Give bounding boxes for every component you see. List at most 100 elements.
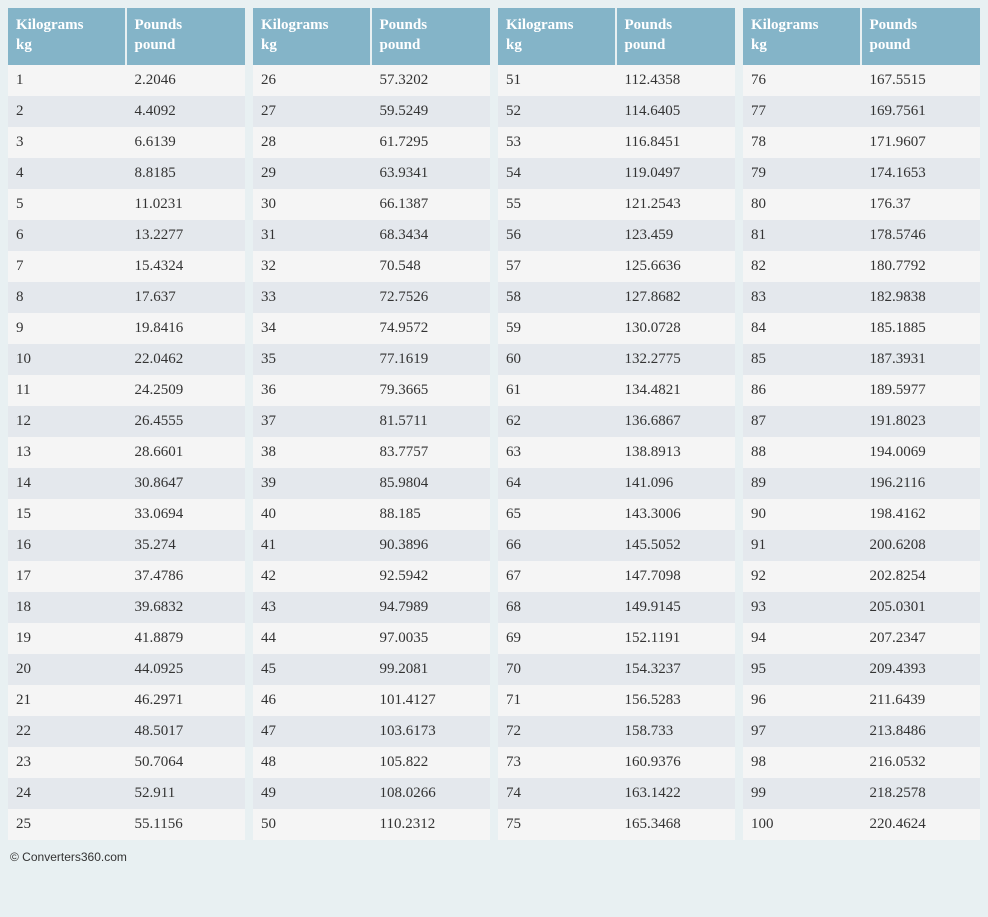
cell-lb: 77.1619 <box>372 344 491 375</box>
cell-kg: 3 <box>8 127 127 158</box>
table-row: 49108.0266 <box>253 778 490 809</box>
table-row: 1635.274 <box>8 530 245 561</box>
column-header-kg: Kilogramskg <box>743 8 862 65</box>
table-row: 1328.6601 <box>8 437 245 468</box>
table-row: 82180.7792 <box>743 251 980 282</box>
table-row: 2044.0925 <box>8 654 245 685</box>
cell-kg: 18 <box>8 592 127 623</box>
header-kg-line2: kg <box>16 36 117 56</box>
cell-lb: 156.5283 <box>617 685 736 716</box>
column-header-lb: Poundspound <box>372 8 491 65</box>
cell-lb: 48.5017 <box>127 716 246 747</box>
header-kg-line2: kg <box>506 36 607 56</box>
cell-kg: 44 <box>253 623 372 654</box>
conversion-table: KilogramskgPoundspound12.204624.409236.6… <box>8 8 245 840</box>
table-row: 57125.6636 <box>498 251 735 282</box>
cell-lb: 92.5942 <box>372 561 491 592</box>
table-row: 94207.2347 <box>743 623 980 654</box>
table-row: 4497.0035 <box>253 623 490 654</box>
cell-lb: 101.4127 <box>372 685 491 716</box>
cell-kg: 15 <box>8 499 127 530</box>
table-row: 97213.8486 <box>743 716 980 747</box>
cell-lb: 70.548 <box>372 251 491 282</box>
table-row: 2146.2971 <box>8 685 245 716</box>
table-row: 80176.37 <box>743 189 980 220</box>
cell-kg: 21 <box>8 685 127 716</box>
cell-kg: 67 <box>498 561 617 592</box>
cell-lb: 88.185 <box>372 499 491 530</box>
cell-kg: 100 <box>743 809 862 840</box>
table-row: 79174.1653 <box>743 158 980 189</box>
cell-lb: 218.2578 <box>862 778 981 809</box>
table-row: 2759.5249 <box>253 96 490 127</box>
cell-lb: 17.637 <box>127 282 246 313</box>
table-row: 51112.4358 <box>498 65 735 96</box>
table-row: 511.0231 <box>8 189 245 220</box>
table-row: 1533.0694 <box>8 499 245 530</box>
table-row: 3781.5711 <box>253 406 490 437</box>
table-row: 55121.2543 <box>498 189 735 220</box>
table-row: 4088.185 <box>253 499 490 530</box>
cell-lb: 4.4092 <box>127 96 246 127</box>
cell-kg: 82 <box>743 251 862 282</box>
cell-lb: 46.2971 <box>127 685 246 716</box>
table-row: 3066.1387 <box>253 189 490 220</box>
cell-lb: 147.7098 <box>617 561 736 592</box>
cell-kg: 33 <box>253 282 372 313</box>
cell-kg: 60 <box>498 344 617 375</box>
cell-kg: 56 <box>498 220 617 251</box>
table-row: 98216.0532 <box>743 747 980 778</box>
cell-lb: 158.733 <box>617 716 736 747</box>
cell-kg: 98 <box>743 747 862 778</box>
table-row: 71156.5283 <box>498 685 735 716</box>
cell-lb: 28.6601 <box>127 437 246 468</box>
column-header-lb: Poundspound <box>127 8 246 65</box>
cell-lb: 216.0532 <box>862 747 981 778</box>
cell-lb: 66.1387 <box>372 189 491 220</box>
cell-kg: 5 <box>8 189 127 220</box>
cell-lb: 59.5249 <box>372 96 491 127</box>
table-row: 613.2277 <box>8 220 245 251</box>
cell-kg: 25 <box>8 809 127 840</box>
table-row: 69152.1191 <box>498 623 735 654</box>
table-row: 3270.548 <box>253 251 490 282</box>
column-header-lb: Poundspound <box>862 8 981 65</box>
cell-kg: 64 <box>498 468 617 499</box>
cell-lb: 26.4555 <box>127 406 246 437</box>
table-row: 4292.5942 <box>253 561 490 592</box>
cell-kg: 99 <box>743 778 862 809</box>
table-row: 36.6139 <box>8 127 245 158</box>
table-row: 1737.4786 <box>8 561 245 592</box>
cell-lb: 169.7561 <box>862 96 981 127</box>
cell-kg: 94 <box>743 623 862 654</box>
cell-lb: 130.0728 <box>617 313 736 344</box>
cell-kg: 61 <box>498 375 617 406</box>
cell-lb: 57.3202 <box>372 65 491 96</box>
cell-lb: 176.37 <box>862 189 981 220</box>
cell-lb: 22.0462 <box>127 344 246 375</box>
table-row: 24.4092 <box>8 96 245 127</box>
cell-kg: 72 <box>498 716 617 747</box>
cell-kg: 73 <box>498 747 617 778</box>
cell-lb: 187.3931 <box>862 344 981 375</box>
cell-kg: 62 <box>498 406 617 437</box>
cell-lb: 61.7295 <box>372 127 491 158</box>
cell-lb: 165.3468 <box>617 809 736 840</box>
cell-lb: 94.7989 <box>372 592 491 623</box>
table-row: 76167.5515 <box>743 65 980 96</box>
header-lb-line2: pound <box>870 36 973 56</box>
cell-lb: 83.7757 <box>372 437 491 468</box>
table-row: 2657.3202 <box>253 65 490 96</box>
cell-kg: 75 <box>498 809 617 840</box>
cell-lb: 160.9376 <box>617 747 736 778</box>
cell-lb: 207.2347 <box>862 623 981 654</box>
table-row: 87191.8023 <box>743 406 980 437</box>
cell-kg: 90 <box>743 499 862 530</box>
cell-lb: 152.1191 <box>617 623 736 654</box>
column-header-kg: Kilogramskg <box>8 8 127 65</box>
table-row: 64141.096 <box>498 468 735 499</box>
table-row: 58127.8682 <box>498 282 735 313</box>
table-row: 52114.6405 <box>498 96 735 127</box>
table-row: 3577.1619 <box>253 344 490 375</box>
cell-kg: 47 <box>253 716 372 747</box>
